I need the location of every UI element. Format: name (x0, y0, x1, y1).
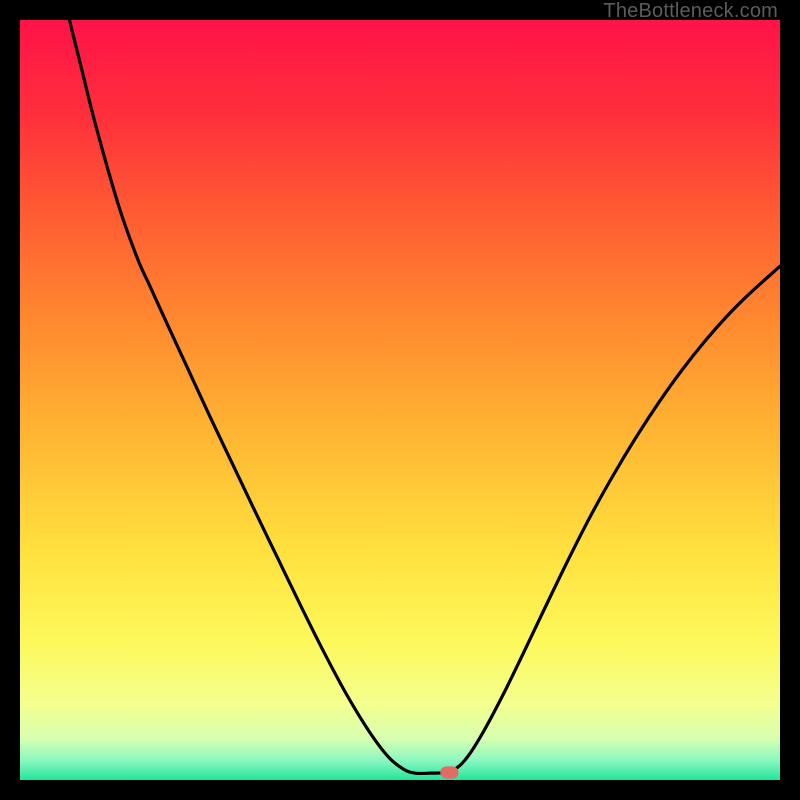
plot-svg (20, 20, 780, 780)
chart-frame: TheBottleneck.com (0, 0, 800, 800)
optimal-marker (440, 766, 458, 778)
gradient-background (20, 20, 780, 780)
plot-area (20, 20, 780, 780)
watermark-text: TheBottleneck.com (603, 0, 778, 23)
